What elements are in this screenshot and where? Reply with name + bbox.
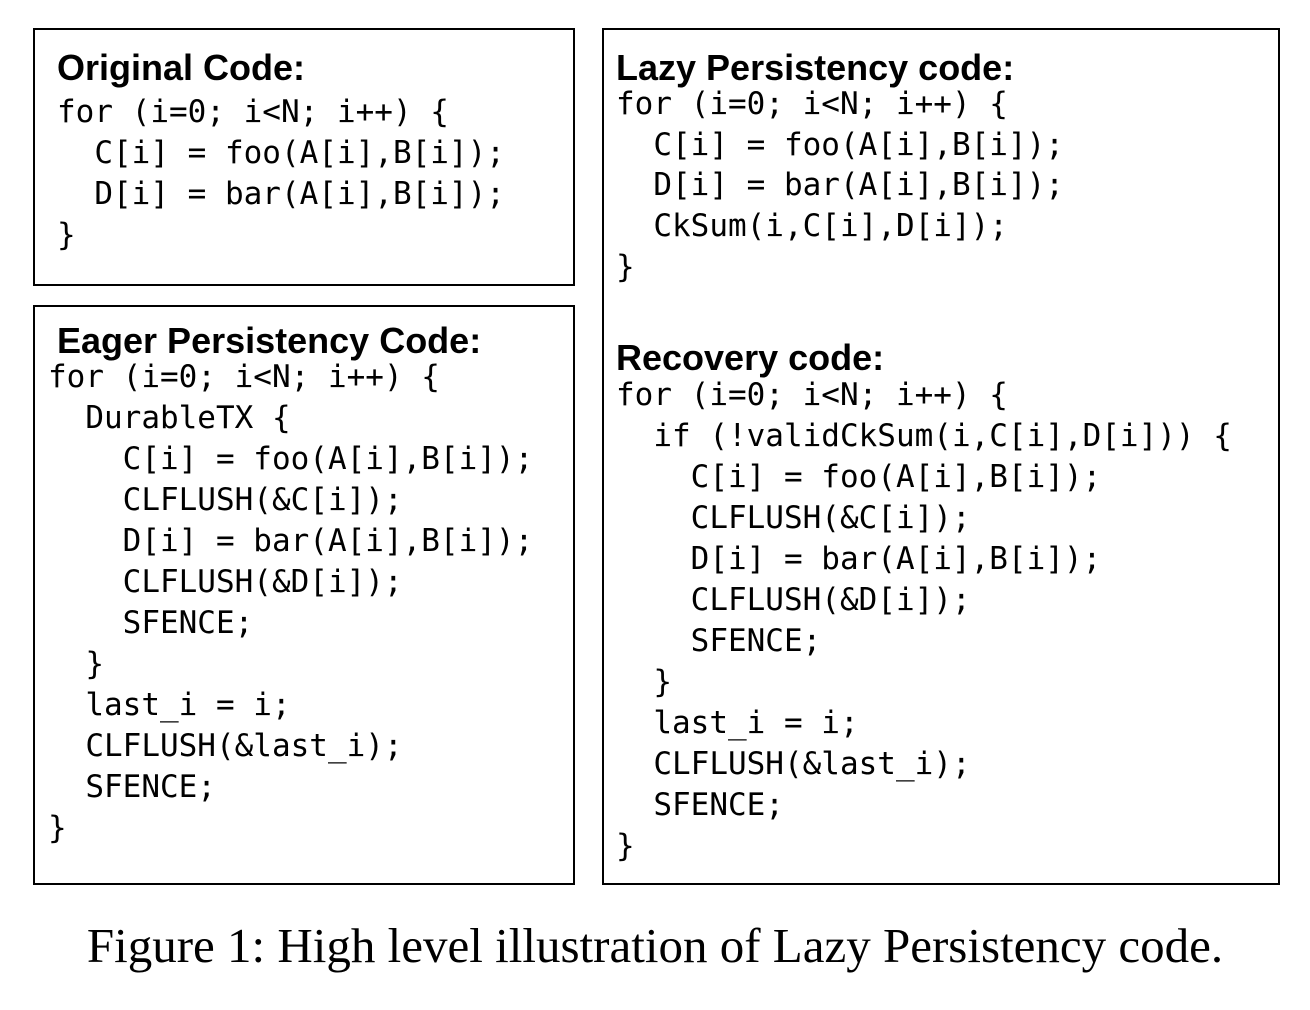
code-line: CLFLUSH(&last_i); bbox=[616, 746, 971, 782]
original-code-heading: Original Code: bbox=[57, 47, 306, 88]
code-line: } bbox=[48, 810, 67, 846]
code-line: CLFLUSH(&last_i); bbox=[48, 728, 403, 764]
code-line: for (i=0; i<N; i++) { bbox=[616, 86, 1008, 122]
original-code-panel: Original Code: for (i=0; i<N; i++) { C[i… bbox=[33, 28, 575, 286]
code-line: SFENCE; bbox=[616, 623, 822, 659]
recovery-code-block: for (i=0; i<N; i++) { if (!validCkSum(i,… bbox=[616, 375, 1232, 867]
code-line: D[i] = bar(A[i],B[i]); bbox=[57, 176, 505, 212]
lazy-persistency-code-block: for (i=0; i<N; i++) { C[i] = foo(A[i],B[… bbox=[616, 84, 1064, 288]
code-line: last_i = i; bbox=[616, 705, 859, 741]
code-line: for (i=0; i<N; i++) { bbox=[48, 359, 440, 395]
code-line: C[i] = foo(A[i],B[i]); bbox=[48, 441, 534, 477]
code-line: CLFLUSH(&D[i]); bbox=[616, 582, 971, 618]
code-line: for (i=0; i<N; i++) { bbox=[616, 377, 1008, 413]
figure-caption: Figure 1: High level illustration of Laz… bbox=[86, 918, 1224, 973]
lazy-persistency-panel: Lazy Persistency code: for (i=0; i<N; i+… bbox=[602, 28, 1280, 885]
original-code-block: for (i=0; i<N; i++) { C[i] = foo(A[i],B[… bbox=[57, 92, 505, 256]
code-line: SFENCE; bbox=[48, 605, 254, 641]
code-line: last_i = i; bbox=[48, 687, 291, 723]
lazy-persistency-heading: Lazy Persistency code: bbox=[616, 47, 1015, 88]
recovery-code-heading: Recovery code: bbox=[616, 337, 885, 378]
code-line: if (!validCkSum(i,C[i],D[i])) { bbox=[616, 418, 1232, 454]
code-line: CLFLUSH(&C[i]); bbox=[616, 500, 971, 536]
code-line: } bbox=[616, 248, 635, 285]
code-line: D[i] = bar(A[i],B[i]); bbox=[616, 167, 1064, 204]
code-line: for (i=0; i<N; i++) { bbox=[57, 94, 449, 130]
code-line: } bbox=[48, 646, 104, 682]
code-line: SFENCE; bbox=[48, 769, 216, 805]
code-line: C[i] = foo(A[i],B[i]); bbox=[57, 135, 505, 171]
code-line: D[i] = bar(A[i],B[i]); bbox=[616, 541, 1102, 577]
code-line: } bbox=[616, 828, 635, 864]
eager-persistency-heading: Eager Persistency Code: bbox=[57, 320, 482, 361]
code-line: C[i] = foo(A[i],B[i]); bbox=[616, 459, 1102, 495]
eager-persistency-code-block: for (i=0; i<N; i++) { DurableTX { C[i] =… bbox=[48, 357, 533, 849]
code-line: DurableTX { bbox=[48, 400, 291, 436]
code-line: } bbox=[616, 664, 672, 700]
code-line: C[i] = foo(A[i],B[i]); bbox=[616, 126, 1064, 163]
code-line: CLFLUSH(&C[i]); bbox=[48, 482, 403, 518]
code-line: } bbox=[57, 217, 76, 253]
code-line: SFENCE; bbox=[616, 787, 784, 823]
code-line: CLFLUSH(&D[i]); bbox=[48, 564, 403, 600]
eager-persistency-panel: Eager Persistency Code: for (i=0; i<N; i… bbox=[33, 305, 575, 885]
code-line: D[i] = bar(A[i],B[i]); bbox=[48, 523, 534, 559]
code-line: CkSum(i,C[i],D[i]); bbox=[616, 208, 1008, 245]
